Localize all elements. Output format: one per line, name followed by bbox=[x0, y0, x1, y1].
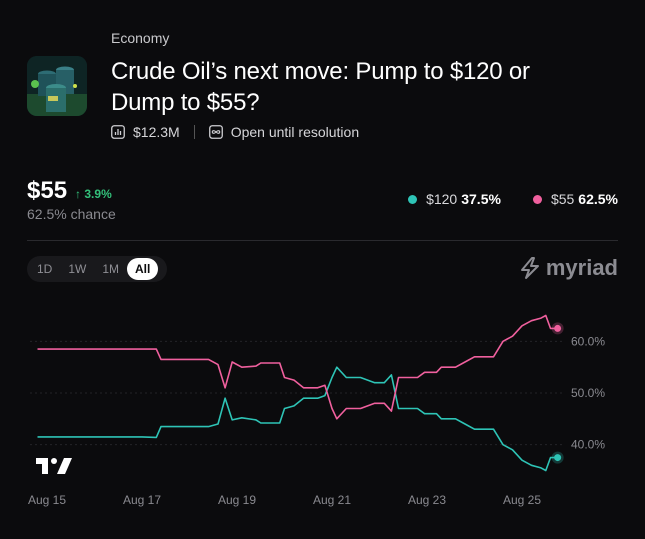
legend-pct: 62.5% bbox=[578, 191, 618, 207]
x-tick-label: Aug 19 bbox=[218, 493, 256, 507]
x-tick-label: Aug 21 bbox=[313, 493, 351, 507]
section-divider bbox=[27, 240, 618, 241]
legend-pct: 37.5% bbox=[461, 191, 501, 207]
market-thumbnail bbox=[27, 56, 87, 116]
legend-dot-55 bbox=[532, 194, 542, 204]
legend-item-120[interactable]: $120 37.5% bbox=[408, 191, 501, 207]
market-category[interactable]: Economy bbox=[111, 30, 170, 46]
y-tick-label: 40.0% bbox=[571, 438, 605, 452]
market-meta: $12.3M Open until resolution bbox=[111, 124, 359, 140]
current-price: $55 bbox=[27, 177, 68, 204]
y-tick-label: 60.0% bbox=[571, 334, 605, 348]
oil-barrels-image bbox=[27, 56, 87, 116]
range-1w-button[interactable]: 1W bbox=[68, 262, 87, 276]
range-1m-button[interactable]: 1M bbox=[102, 262, 120, 276]
range-1d-button[interactable]: 1D bbox=[37, 262, 53, 276]
legend-dot-120 bbox=[408, 194, 418, 204]
chart-gridlines bbox=[30, 340, 565, 446]
tradingview-logo-icon bbox=[36, 458, 72, 474]
legend-label: $120 bbox=[426, 191, 458, 207]
series-line bbox=[37, 314, 558, 420]
infinity-icon bbox=[208, 125, 223, 139]
chance-text: 62.5% chance bbox=[27, 206, 116, 222]
y-axis-ticks: 60.0% 50.0% 40.0% bbox=[571, 334, 605, 451]
x-tick-label: Aug 25 bbox=[503, 493, 541, 507]
range-all-button[interactable]: All bbox=[127, 258, 159, 280]
price-history-chart: 60.0% 50.0% 40.0% Aug 15 Aug 17 Aug 19 Aug 21… bbox=[28, 314, 605, 507]
myriad-logo-icon bbox=[520, 257, 539, 279]
series-end-point bbox=[554, 324, 562, 332]
chart-legend: $120 37.5% $55 62.5% bbox=[376, 191, 618, 207]
volume-value: $12.3M bbox=[133, 124, 180, 140]
x-tick-label: Aug 15 bbox=[28, 493, 66, 507]
series-end-point bbox=[554, 454, 562, 462]
legend-label: $55 bbox=[550, 191, 575, 207]
x-tick-label: Aug 23 bbox=[408, 493, 446, 507]
price-change: ↑ 3.9% bbox=[75, 187, 112, 201]
y-tick-label: 50.0% bbox=[571, 386, 605, 400]
brand-logo: myriad bbox=[518, 255, 618, 281]
meta-separator bbox=[193, 125, 195, 139]
series-line bbox=[37, 366, 558, 472]
volume-chart-icon bbox=[111, 125, 125, 139]
chart-series bbox=[37, 314, 564, 472]
x-axis-ticks: Aug 15 Aug 17 Aug 19 Aug 21 Aug 23 Aug 25 bbox=[28, 493, 541, 507]
time-range-selector: 1D 1W 1M All bbox=[27, 256, 167, 282]
x-tick-label: Aug 17 bbox=[123, 493, 161, 507]
price-block: $55 ↑ 3.9% bbox=[27, 177, 112, 205]
resolution-status: Open until resolution bbox=[230, 124, 360, 140]
market-title: Crude Oil’s next move: Pump to $120 or D… bbox=[111, 58, 530, 116]
brand-name: myriad bbox=[545, 255, 618, 280]
legend-item-55[interactable]: $55 62.5% bbox=[532, 191, 618, 207]
